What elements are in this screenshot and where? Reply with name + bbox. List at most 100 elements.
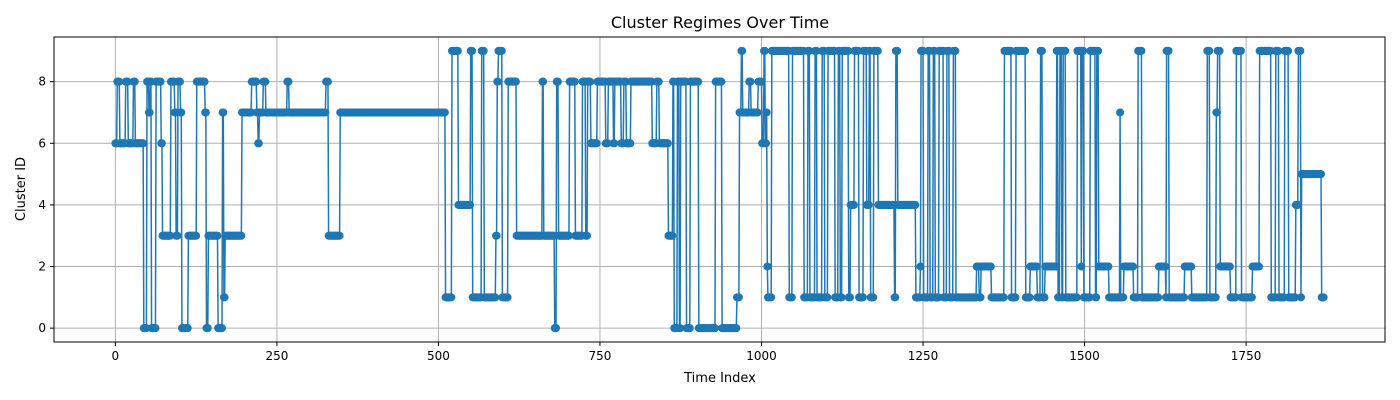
data-point xyxy=(237,231,246,240)
data-point xyxy=(151,324,160,333)
data-point xyxy=(539,77,548,86)
data-point xyxy=(849,200,858,209)
data-point xyxy=(335,231,344,240)
data-point xyxy=(893,46,902,55)
data-point xyxy=(115,77,124,86)
data-point xyxy=(1094,46,1103,55)
data-point xyxy=(1072,293,1081,302)
data-point xyxy=(1164,46,1173,55)
data-point xyxy=(123,77,132,86)
data-point xyxy=(1129,262,1138,271)
data-point xyxy=(837,293,846,302)
data-point xyxy=(1236,46,1245,55)
x-tick-label: 1250 xyxy=(908,349,939,363)
data-point xyxy=(864,200,873,209)
data-point xyxy=(564,231,573,240)
data-point xyxy=(166,231,175,240)
x-tick-label: 500 xyxy=(427,349,450,363)
data-point xyxy=(252,77,261,86)
data-point xyxy=(1092,293,1101,302)
data-point xyxy=(844,46,853,55)
data-point xyxy=(570,77,579,86)
data-point xyxy=(738,46,747,55)
data-point xyxy=(1025,293,1034,302)
data-point xyxy=(685,324,694,333)
data-point xyxy=(468,46,477,55)
y-axis-label: Cluster ID xyxy=(14,157,29,221)
data-point xyxy=(1040,293,1049,302)
data-point xyxy=(986,262,995,271)
data-point xyxy=(254,139,263,148)
data-point xyxy=(1104,262,1113,271)
data-point xyxy=(491,293,500,302)
data-point xyxy=(192,231,201,240)
data-point xyxy=(603,139,612,148)
data-point xyxy=(213,231,222,240)
data-point xyxy=(1154,293,1163,302)
data-point xyxy=(717,77,726,86)
data-point xyxy=(1116,108,1125,117)
data-point xyxy=(1061,46,1070,55)
data-point xyxy=(139,139,148,148)
data-point xyxy=(1284,46,1293,55)
x-tick-label: 750 xyxy=(589,349,612,363)
data-point xyxy=(321,108,330,117)
x-tick-label: 1500 xyxy=(1069,349,1100,363)
y-tick-label: 8 xyxy=(38,75,46,89)
data-point xyxy=(1274,46,1283,55)
data-point xyxy=(1255,262,1264,271)
data-point xyxy=(447,293,456,302)
data-point xyxy=(762,139,771,148)
x-tick-label: 1750 xyxy=(1231,349,1262,363)
data-point xyxy=(479,46,488,55)
axis-ticks: 0 250 500 750 1000 1250 1500 1750 0 2 4 6 8 xyxy=(38,75,1261,363)
data-point xyxy=(1317,170,1326,179)
data-point xyxy=(1021,46,1030,55)
data-point xyxy=(440,108,449,117)
data-point xyxy=(654,77,663,86)
data-point xyxy=(763,262,772,271)
data-point xyxy=(1225,262,1234,271)
data-point xyxy=(247,108,256,117)
data-point xyxy=(1231,293,1240,302)
data-point xyxy=(746,77,755,86)
data-point xyxy=(177,108,186,117)
data-point xyxy=(583,231,592,240)
data-point xyxy=(1079,46,1088,55)
data-point xyxy=(511,77,520,86)
data-point xyxy=(466,200,475,209)
data-point xyxy=(323,77,332,86)
data-point xyxy=(1077,262,1086,271)
data-point xyxy=(869,293,878,302)
data-point xyxy=(552,324,561,333)
data-point xyxy=(951,46,960,55)
data-point xyxy=(787,293,796,302)
y-tick-label: 2 xyxy=(38,260,46,274)
data-point xyxy=(503,293,512,302)
data-point xyxy=(492,231,501,240)
data-point xyxy=(1205,46,1214,55)
data-point xyxy=(1215,46,1224,55)
data-point xyxy=(201,108,210,117)
x-tick-label: 250 xyxy=(265,349,288,363)
data-point xyxy=(767,293,776,302)
data-point xyxy=(553,77,562,86)
data-point xyxy=(261,77,270,86)
data-point xyxy=(1293,200,1302,209)
data-point xyxy=(858,293,867,302)
data-point xyxy=(1032,262,1041,271)
data-point xyxy=(1297,293,1305,302)
data-point xyxy=(694,77,703,86)
data-point xyxy=(823,293,832,302)
data-point xyxy=(873,46,882,55)
data-point xyxy=(1187,262,1196,271)
data-point xyxy=(1180,293,1189,302)
chart-title: Cluster Regimes Over Time xyxy=(611,13,829,32)
data-point xyxy=(911,200,920,209)
data-point xyxy=(734,293,743,302)
data-point xyxy=(805,46,814,55)
data-point xyxy=(1161,262,1170,271)
data-point xyxy=(493,77,502,86)
data-point xyxy=(760,46,769,55)
